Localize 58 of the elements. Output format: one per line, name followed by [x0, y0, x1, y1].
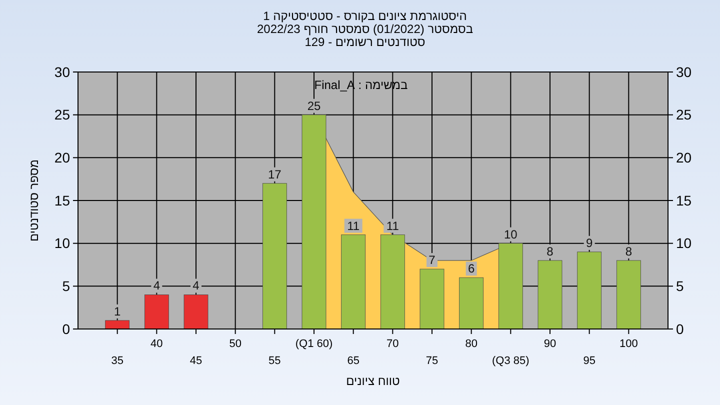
x-tick-label: 35	[111, 355, 124, 367]
x-tick-label: (Q3 85)	[492, 355, 530, 367]
bar	[302, 114, 326, 330]
data-label: 11	[347, 218, 360, 233]
y2-tick-label: 25	[676, 106, 692, 123]
y2-tick-label: 30	[676, 64, 692, 80]
x-tick-label: 70	[386, 338, 399, 350]
data-label: 11	[386, 218, 400, 233]
x-tick-label: 100	[619, 338, 638, 350]
x-tick-label: 80	[465, 338, 478, 350]
y2-tick-label: 15	[676, 192, 692, 208]
bar	[420, 268, 444, 330]
bar	[459, 277, 484, 330]
bar	[616, 260, 641, 330]
bar	[105, 320, 130, 330]
x-tick-label: 75	[426, 355, 438, 367]
x-tick-label: 40	[150, 338, 163, 350]
y2-tick-label: 5	[676, 278, 684, 294]
y-axis-title: מספר סטודנטים	[27, 159, 41, 242]
bar	[341, 234, 366, 330]
chart-subtitle: בסמסטר (01/2022) סמסטר חורף 2022/23 סטודנטים רשומים - 129	[256, 22, 474, 49]
bar	[577, 252, 602, 330]
y2-tick-label: 0	[676, 320, 684, 337]
data-label: 4	[153, 278, 160, 293]
data-label: 9	[586, 236, 593, 250]
data-label: 25	[307, 98, 321, 113]
bar	[498, 243, 523, 330]
data-label: 4	[192, 278, 200, 293]
y-tick-label: 10	[54, 235, 70, 252]
y-tick-label: 15	[54, 192, 70, 208]
y-tick-label: 30	[54, 64, 70, 80]
x-tick-label: 45	[190, 355, 202, 367]
x-tick-label: 90	[544, 338, 556, 350]
y2-tick-label: 20	[676, 150, 692, 166]
x-tick-label: (Q1 60)	[295, 338, 333, 350]
bar	[184, 294, 208, 330]
x-tick-label: 55	[268, 355, 281, 367]
x-axis-title: טווח ציונים	[346, 374, 400, 388]
data-label: 7	[428, 253, 436, 268]
bar	[262, 183, 287, 330]
bar	[538, 260, 562, 330]
data-label: 10	[504, 227, 518, 242]
data-label: 1	[114, 304, 121, 318]
x-tick-label: 50	[229, 338, 242, 350]
data-label: 17	[268, 167, 282, 182]
y-tick-label: 25	[54, 106, 70, 123]
y-tick-label: 20	[54, 150, 70, 166]
data-label: 6	[468, 262, 475, 276]
chart-title: היסטוגרמת ציונים בקורס - סטטיסטיקה 1	[263, 9, 467, 23]
x-tick-label: 65	[347, 355, 360, 367]
x-tick-label: 95	[583, 355, 596, 367]
y-tick-label: 5	[62, 278, 70, 294]
data-label: 8	[546, 244, 554, 258]
data-label: 8	[625, 244, 632, 258]
bar	[380, 234, 405, 330]
y2-tick-label: 10	[676, 235, 692, 252]
y-tick-label: 0	[62, 320, 70, 337]
bar	[144, 294, 169, 330]
